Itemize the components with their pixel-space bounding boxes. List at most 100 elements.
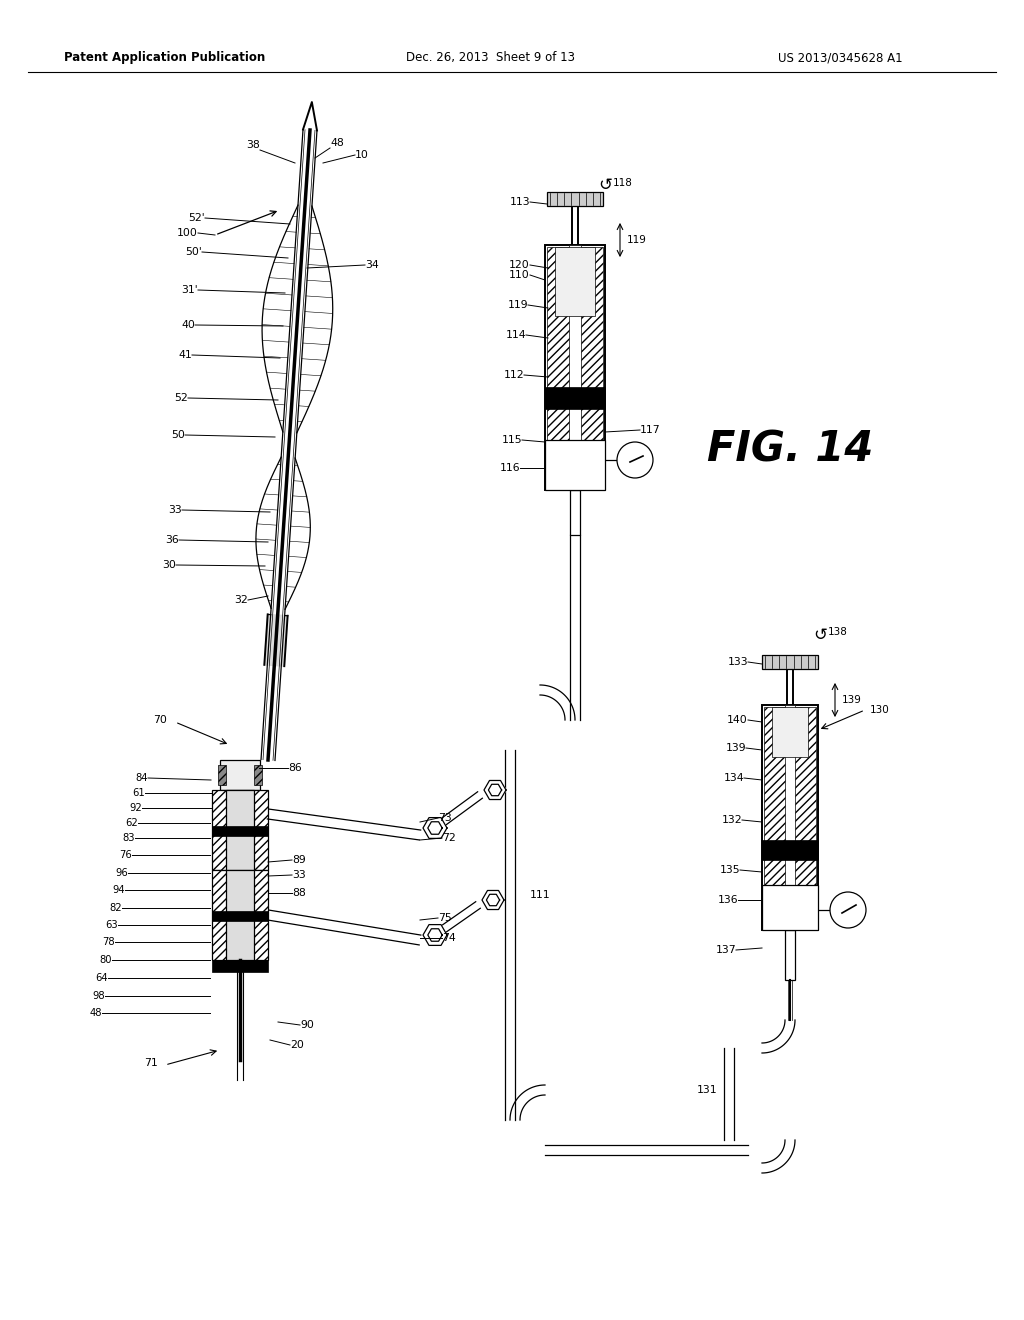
Text: FIG. 14: FIG. 14	[707, 429, 873, 471]
Text: 111: 111	[530, 890, 551, 900]
Bar	[577, 247, 603, 488]
Bar	[218, 766, 226, 785]
Bar	[226, 789, 254, 870]
Text: 98: 98	[92, 991, 105, 1001]
Text: 50: 50	[171, 430, 185, 440]
Bar	[220, 760, 260, 789]
Text: 41: 41	[178, 350, 193, 360]
Text: US 2013/0345628 A1: US 2013/0345628 A1	[777, 51, 902, 65]
Text: 48: 48	[330, 139, 344, 148]
Bar	[762, 655, 818, 669]
Text: 96: 96	[116, 869, 128, 878]
Text: 33: 33	[168, 506, 182, 515]
Polygon shape	[256, 457, 310, 610]
Polygon shape	[488, 784, 502, 796]
Bar	[762, 884, 818, 931]
Bar	[212, 911, 268, 921]
Text: 64: 64	[95, 973, 108, 983]
Polygon shape	[423, 924, 447, 945]
Text: 89: 89	[292, 855, 306, 865]
Bar	[570, 490, 580, 535]
Text: 139: 139	[842, 696, 862, 705]
Circle shape	[617, 442, 653, 478]
Bar	[792, 708, 816, 928]
Bar	[762, 705, 818, 931]
Polygon shape	[264, 614, 288, 667]
Text: ↺: ↺	[598, 176, 612, 194]
Text: 88: 88	[292, 888, 306, 898]
Text: 78: 78	[102, 937, 115, 946]
Text: 70: 70	[154, 715, 167, 725]
Bar	[226, 870, 254, 960]
Bar	[555, 247, 595, 315]
Text: 48: 48	[89, 1008, 102, 1018]
Bar	[569, 246, 581, 490]
Text: 73: 73	[438, 813, 452, 822]
Text: 63: 63	[105, 920, 118, 931]
Bar	[545, 440, 605, 490]
Text: 135: 135	[720, 865, 740, 875]
Text: 120: 120	[509, 260, 530, 271]
Polygon shape	[428, 929, 442, 941]
Text: 136: 136	[718, 895, 738, 906]
Text: 71: 71	[144, 1059, 158, 1068]
Text: 80: 80	[99, 954, 112, 965]
Text: 132: 132	[721, 814, 742, 825]
Text: 82: 82	[110, 903, 122, 913]
Text: 100: 100	[177, 228, 198, 238]
Bar	[785, 931, 795, 979]
Polygon shape	[428, 822, 442, 834]
Polygon shape	[484, 780, 506, 800]
Bar	[762, 840, 818, 861]
Text: Patent Application Publication: Patent Application Publication	[65, 51, 265, 65]
Bar	[254, 766, 262, 785]
Text: 110: 110	[509, 271, 530, 280]
Text: 115: 115	[502, 436, 522, 445]
Text: 114: 114	[506, 330, 526, 341]
Text: 75: 75	[438, 913, 452, 923]
Text: 140: 140	[727, 715, 748, 725]
Text: 34: 34	[365, 260, 379, 271]
Text: 52': 52'	[188, 213, 205, 223]
Bar	[212, 870, 268, 960]
Text: 84: 84	[135, 774, 148, 783]
Text: 137: 137	[716, 945, 736, 954]
Text: 32: 32	[234, 595, 248, 605]
Text: 20: 20	[290, 1040, 304, 1049]
Text: Dec. 26, 2013  Sheet 9 of 13: Dec. 26, 2013 Sheet 9 of 13	[406, 51, 574, 65]
Text: 94: 94	[113, 884, 125, 895]
Polygon shape	[262, 205, 333, 433]
Text: 36: 36	[165, 535, 179, 545]
Text: 33: 33	[292, 870, 306, 880]
Text: 40: 40	[181, 319, 195, 330]
Text: 90: 90	[300, 1020, 314, 1030]
Bar	[212, 960, 268, 972]
Text: 118: 118	[613, 178, 633, 187]
Text: 116: 116	[500, 463, 520, 473]
Text: 62: 62	[125, 818, 138, 828]
Text: 61: 61	[132, 788, 145, 799]
Bar	[547, 191, 603, 206]
Text: 50': 50'	[185, 247, 202, 257]
Text: 139: 139	[725, 743, 746, 752]
Text: 133: 133	[727, 657, 748, 667]
Circle shape	[830, 892, 866, 928]
Text: 113: 113	[509, 197, 530, 207]
Bar	[772, 708, 808, 756]
Text: 92: 92	[129, 803, 142, 813]
Text: 134: 134	[723, 774, 744, 783]
Text: 131: 131	[696, 1085, 717, 1096]
Text: 30: 30	[162, 560, 176, 570]
Text: 86: 86	[288, 763, 302, 774]
Text: 52: 52	[174, 393, 188, 403]
Text: 31': 31'	[181, 285, 198, 294]
Text: 117: 117	[640, 425, 660, 436]
Text: 38: 38	[246, 140, 260, 150]
Text: 119: 119	[627, 235, 647, 246]
Text: 112: 112	[504, 370, 524, 380]
Polygon shape	[423, 817, 447, 838]
Bar	[785, 705, 795, 931]
Text: 119: 119	[507, 300, 528, 310]
Text: ↺: ↺	[813, 626, 827, 644]
Bar	[212, 826, 268, 836]
